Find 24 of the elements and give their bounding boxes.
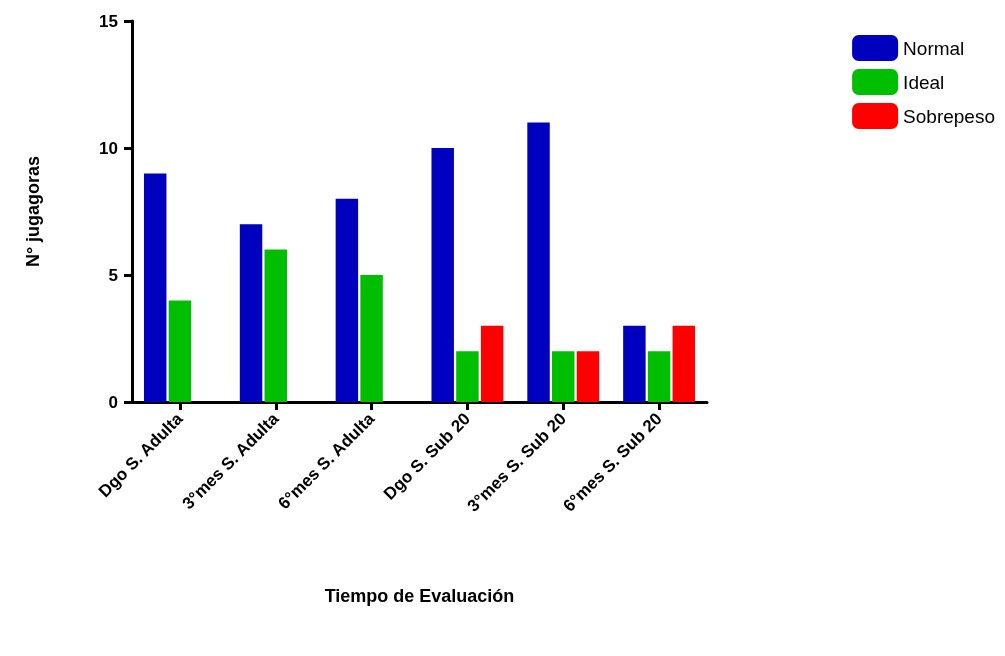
x-axis-title: Tiempo de Evaluación [324, 586, 515, 606]
y-tick-label: 15 [99, 11, 118, 31]
bar [480, 325, 504, 402]
bar [647, 351, 671, 402]
bar [552, 351, 575, 402]
bar [264, 249, 287, 402]
bar [456, 351, 479, 402]
bar [143, 173, 167, 402]
y-tick-label: 10 [99, 138, 118, 158]
y-tick-label: 5 [108, 265, 118, 285]
bar [431, 148, 454, 402]
bar [527, 122, 550, 402]
bar [623, 325, 646, 402]
legend-label: Ideal [903, 71, 945, 93]
bar [239, 224, 263, 402]
y-tick-label: 0 [108, 392, 118, 412]
bar [360, 275, 383, 402]
bar [672, 325, 696, 402]
bar [168, 300, 192, 402]
legend-label: Sobrepeso [903, 105, 995, 127]
legend-label: Normal [903, 37, 965, 59]
y-axis-title: N° jugagoras [23, 155, 43, 268]
bar [576, 351, 600, 402]
bar [335, 198, 359, 402]
